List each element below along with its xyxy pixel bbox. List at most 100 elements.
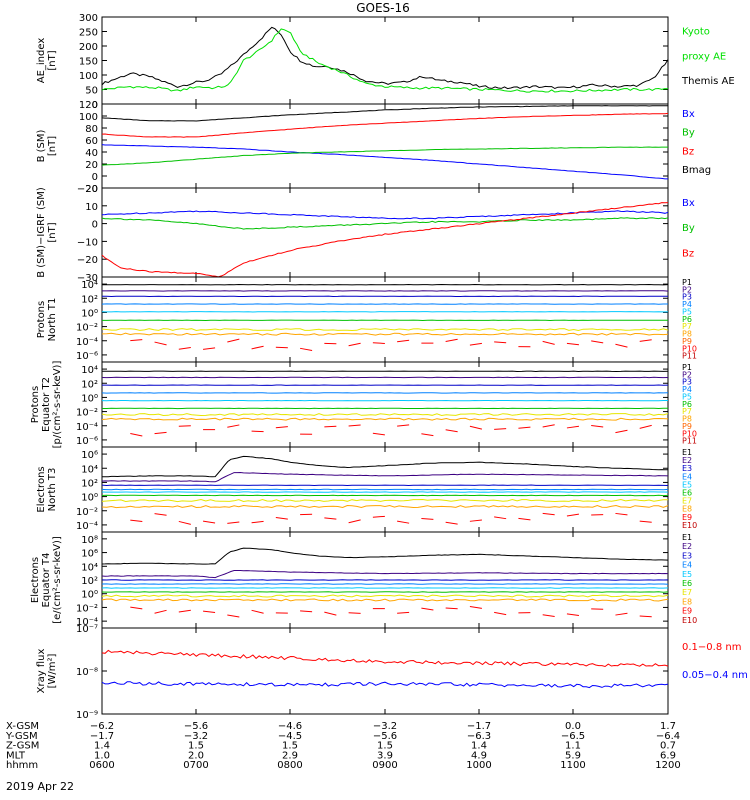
fragment-protons-t1 — [494, 341, 507, 344]
y-axis-label-protons-t2: [p/(cm²-s-sr-keV)] — [52, 361, 63, 449]
legend-xray-0.05−0.4 nm: 0.05−0.4 nm — [682, 670, 748, 681]
legend-electrons-t3-E6: E6 — [682, 489, 692, 498]
fragment-electrons-t3 — [178, 520, 191, 525]
fragment-protons-t2 — [130, 433, 143, 437]
x-row-value-X-GSM: −6.2 — [90, 721, 114, 732]
fragment-protons-t1 — [372, 342, 385, 344]
x-row-value-X-GSM: 1.7 — [660, 721, 676, 732]
series-line-b-Bz — [101, 112, 669, 138]
y-tick-label-electrons-t3: 10⁻² — [76, 507, 98, 518]
fragment-protons-t1 — [227, 338, 240, 343]
level-line-electrons-t3-E8 — [101, 504, 669, 509]
panel-frame-protons-t2 — [101, 361, 669, 448]
series-line-xray-0.1−0.8 nm — [101, 649, 669, 668]
fragment-protons-t1 — [445, 338, 458, 342]
fragment-electrons-t4 — [324, 611, 337, 616]
fragment-protons-t1 — [154, 341, 167, 346]
fragment-electrons-t4 — [227, 614, 240, 618]
legend-electrons-t4-E2: E2 — [682, 542, 692, 551]
fragment-protons-t2 — [397, 424, 410, 427]
fragment-protons-t2 — [324, 425, 337, 428]
legend-protons-t2-P9: P9 — [682, 422, 692, 431]
x-row-value-Y-GSM: −6.4 — [656, 731, 680, 742]
series-line-electrons-t4-E1 — [101, 547, 669, 565]
fragment-protons-t1 — [397, 339, 410, 343]
fragment-electrons-t4 — [154, 609, 167, 614]
panel-frame-dbigrf — [101, 187, 669, 278]
y-tick-label-dbigrf: −20 — [77, 255, 98, 266]
series-line-b-Bx — [101, 144, 668, 180]
fragment-protons-t1 — [348, 342, 361, 347]
level-line-protons-t1-P7 — [101, 328, 669, 332]
x-row-label-X-GSM: X-GSM — [6, 721, 39, 732]
level-line-protons-t2-P7 — [101, 413, 669, 417]
fragment-protons-t1 — [542, 340, 555, 345]
fragment-electrons-t4 — [615, 612, 628, 616]
y-axis-label-xray: Xray flux — [36, 649, 47, 694]
y-axis-label-dbigrf: B (SM)−IGRF (SM) — [36, 187, 47, 278]
legend-protons-t2-P11: P11 — [682, 437, 697, 446]
legend-protons-t1-P10: P10 — [682, 344, 697, 353]
fragment-electrons-t3 — [639, 520, 652, 523]
fragment-electrons-t4 — [348, 612, 361, 614]
x-row-value-MLT: 1.0 — [94, 750, 110, 761]
y-tick-label-dbigrf: 10 — [85, 202, 98, 213]
y-axis-label-electrons-t4: [e/(cm²-s-sr-keV)] — [52, 536, 63, 624]
legend-protons-t2-P8: P8 — [682, 415, 692, 424]
legend-protons-t2-P2: P2 — [682, 370, 692, 379]
x-row-value-Z-GSM: 1.5 — [377, 741, 393, 752]
fragment-electrons-t3 — [445, 521, 458, 525]
fragment-electrons-t3 — [275, 517, 288, 520]
legend-electrons-t4-E8: E8 — [682, 597, 692, 606]
series-line-ae-Themis AE — [101, 26, 669, 90]
y-tick-label-dbigrf: −30 — [77, 273, 98, 284]
y-tick-label-protons-t1: 10⁴ — [81, 280, 98, 291]
legend-ae-Kyoto: Kyoto — [682, 26, 710, 37]
fragment-electrons-t3 — [324, 517, 337, 520]
y-tick-label-electrons-t3: 10⁶ — [81, 450, 98, 461]
fragment-protons-t1 — [178, 347, 191, 350]
date-label: 2019 Apr 22 — [6, 780, 74, 793]
x-row-value-Z-GSM: 0.7 — [660, 741, 676, 752]
x-row-label-Z-GSM: Z-GSM — [6, 741, 39, 752]
series-line-dbigrf-Bz — [101, 202, 669, 278]
fragment-electrons-t3 — [421, 517, 434, 520]
y-tick-label-b: 20 — [85, 160, 98, 171]
y-tick-label-electrons-t3: 10⁰ — [81, 493, 98, 504]
fragment-protons-t1 — [615, 343, 628, 348]
legend-protons-t1-P7: P7 — [682, 322, 692, 331]
x-row-value-Y-GSM: −5.6 — [373, 731, 397, 742]
y-axis-label-ae: AE_index — [36, 38, 47, 84]
y-tick-label-protons-t1: 10⁻⁴ — [76, 337, 98, 348]
y-axis-label-electrons-t4: Electrons — [30, 557, 41, 603]
x-row-value-X-GSM: −1.7 — [467, 721, 491, 732]
fragment-protons-t2 — [542, 424, 555, 428]
y-tick-label-dbigrf: −10 — [77, 237, 98, 248]
y-tick-label-ae: 0 — [92, 100, 98, 111]
y-axis-label-protons-t2: Equator T2 — [41, 377, 52, 432]
fragment-electrons-t3 — [202, 520, 216, 524]
y-tick-label-ae: 100 — [79, 71, 98, 82]
fragment-protons-t1 — [469, 342, 482, 346]
x-row-value-hhmm: 1200 — [655, 760, 680, 771]
fragment-electrons-t4 — [251, 609, 264, 614]
x-row-value-MLT: 2.0 — [188, 750, 204, 761]
series-line-electrons-t3-E1 — [102, 455, 668, 478]
y-tick-label-b: 120 — [79, 100, 98, 111]
fragment-protons-t2 — [372, 432, 385, 436]
fragment-electrons-t4 — [130, 606, 143, 610]
fragment-protons-t2 — [227, 424, 240, 428]
fragment-electrons-t3 — [348, 519, 361, 524]
y-tick-label-dbigrf: 20 — [85, 184, 98, 195]
x-row-value-X-GSM: −4.6 — [278, 721, 302, 732]
y-tick-label-electrons-t4: 10² — [81, 576, 98, 587]
legend-electrons-t3-E1: E1 — [682, 448, 692, 457]
legend-protons-t2-P4: P4 — [682, 385, 692, 394]
series-line-b-By — [101, 146, 668, 166]
fragment-electrons-t4 — [542, 614, 555, 617]
x-row-value-hhmm: 1000 — [466, 760, 491, 771]
fragment-electrons-t4 — [445, 607, 458, 610]
fragment-electrons-t4 — [566, 613, 579, 616]
